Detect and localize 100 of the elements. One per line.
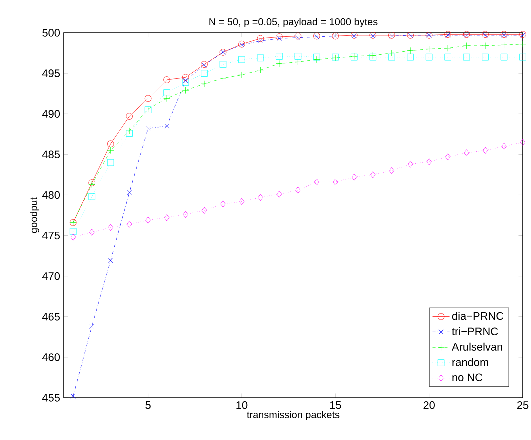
point [182,74,190,81]
point [108,258,114,264]
point [407,54,414,61]
point [144,95,152,102]
point [426,46,433,53]
point [294,32,302,40]
point [107,159,114,166]
point [257,66,264,74]
point [182,87,190,94]
point [444,54,452,61]
point [464,150,470,156]
point [126,128,133,135]
point [426,54,433,61]
point [238,56,246,64]
point [276,36,282,42]
point [164,214,170,222]
y-tick-label: 465 [42,313,60,321]
y-tick-label: 485 [42,150,60,159]
point [146,126,151,132]
point [276,191,282,198]
point [70,234,76,241]
point [220,75,227,82]
point [500,42,508,49]
point [164,124,170,129]
point [502,143,507,150]
point [107,147,114,154]
point [257,54,264,62]
x-tick-label: 20 [424,402,435,410]
point [108,224,114,232]
point [126,113,133,120]
point [444,45,452,52]
point [408,161,414,168]
point [294,53,302,60]
point [482,147,488,154]
point [407,47,414,54]
point [294,58,302,66]
point [164,90,170,96]
point [146,216,151,224]
point [482,42,489,50]
y-tick-label: 480 [42,191,60,200]
chart-title: N = 50, p =0.05, payload = 1000 bytes [210,18,378,28]
point [182,79,190,86]
point [88,193,96,200]
point [445,154,451,160]
point [463,42,470,50]
y-tick-label: 460 [42,354,60,362]
point [520,139,526,146]
point [183,78,188,84]
point [107,140,114,148]
x-tick-label: 10 [236,402,248,410]
point [258,194,264,202]
legend-label: dia−PRNC [452,312,504,320]
point [520,40,526,48]
point [202,207,208,214]
y-axis-title: goodput [30,198,40,234]
point [258,38,264,44]
point [388,54,396,61]
x-tick-label: 5 [146,402,151,410]
legend-label: random [452,358,488,366]
point [426,158,432,166]
point [389,168,394,174]
legend-label: Arulselvan [452,342,502,351]
point [90,324,95,330]
point [388,50,396,57]
y-tick-label: 475 [42,232,60,240]
point [296,186,301,194]
point [314,54,320,61]
y-tick-label: 455 [42,394,60,402]
point [201,80,208,88]
point [127,190,132,196]
point [276,34,283,40]
y-tick-label: 500 [42,29,60,37]
point [90,229,95,236]
point [238,72,246,79]
point [126,130,133,137]
x-tick-label: 25 [517,402,529,410]
y-tick-label: 490 [42,110,60,118]
point [201,70,208,77]
point [70,228,77,236]
point [500,54,508,61]
point [70,394,76,399]
point [164,76,170,84]
point [463,54,470,61]
legend-label: tri−PRNC [452,327,498,336]
point [276,60,283,68]
y-tick-label: 470 [42,272,60,280]
point [520,54,526,61]
point [257,35,264,42]
point [314,56,320,64]
point [333,178,338,186]
point [220,61,227,68]
y-tick-label: 495 [42,70,60,78]
point [482,54,489,61]
point [296,35,301,40]
point [126,221,132,228]
x-axis-title: transmission packets [247,411,340,420]
point [239,198,245,206]
point [183,211,188,218]
point [276,53,283,60]
point [164,95,170,102]
